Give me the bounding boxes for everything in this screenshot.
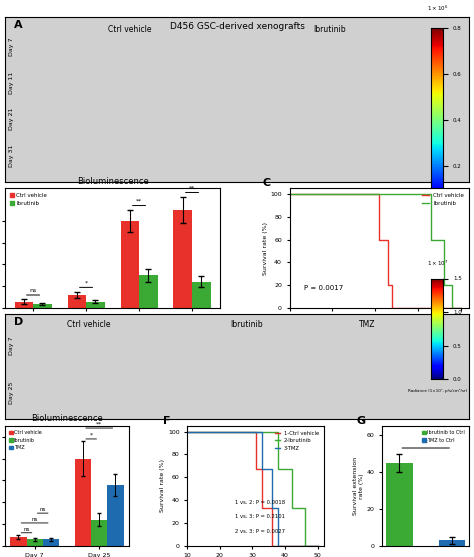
Bar (10, 537, 27, 546)
Line: Ibrutinib: Ibrutinib (290, 194, 461, 308)
Text: ns: ns (39, 507, 46, 512)
Bar (75, 458, 91, 546)
Text: Day 31: Day 31 (9, 144, 14, 167)
Bar (139, 275, 157, 308)
X-axis label: Days after tumor implantation: Days after tumor implantation (331, 324, 427, 329)
Bar (27, 539, 43, 546)
Text: G: G (356, 416, 365, 426)
Text: *: * (90, 433, 93, 438)
Text: Day 7: Day 7 (9, 337, 14, 355)
Ctrl vehicle (385, 282, 391, 289)
Bar (33, 304, 52, 308)
Text: Day 21: Day 21 (9, 108, 14, 130)
Bar (15, 301, 33, 308)
Ctrl vehicle (287, 190, 292, 197)
Ctrl vehicle (376, 190, 382, 197)
Bar (43, 539, 59, 546)
Text: TMZ: TMZ (359, 320, 375, 329)
Text: D456 GSC-derived xenografts: D456 GSC-derived xenografts (170, 22, 304, 31)
Text: Ctrl vehicle: Ctrl vehicle (67, 320, 110, 329)
Bar (67, 295, 86, 308)
Text: ns: ns (23, 527, 30, 532)
Text: Ibrutinib: Ibrutinib (314, 25, 346, 34)
Bar (120, 221, 139, 308)
Y-axis label: Survival rate (%): Survival rate (%) (160, 460, 165, 512)
Text: C: C (263, 178, 271, 188)
Legend: Ibrutinib to Ctrl, TMZ to Ctrl: Ibrutinib to Ctrl, TMZ to Ctrl (420, 428, 467, 444)
Ctrl vehicle (385, 236, 391, 243)
Text: ns: ns (29, 289, 36, 294)
X-axis label: Days after tumor implantation: Days after tumor implantation (64, 324, 160, 329)
Bar (439, 540, 465, 546)
Text: ns: ns (31, 517, 38, 522)
Ibrutinib (458, 305, 464, 311)
Text: Bioluminescence: Bioluminescence (31, 414, 103, 423)
Ctrl vehicle (458, 305, 464, 311)
Ctrl vehicle (390, 282, 395, 289)
Text: Ctrl vehicle: Ctrl vehicle (109, 25, 152, 34)
Text: $1\times10^6$: $1\times10^6$ (427, 4, 448, 13)
Legend: Ctrl vehicle, Ibrutinib, TMZ: Ctrl vehicle, Ibrutinib, TMZ (7, 428, 44, 452)
Ibrutinib (449, 282, 455, 289)
Text: 2 vs. 3: P = 0.0027: 2 vs. 3: P = 0.0027 (235, 529, 285, 534)
Ctrl vehicle (390, 305, 395, 311)
Text: Day 25: Day 25 (9, 382, 14, 404)
Ibrutinib (449, 305, 455, 311)
Text: Radiance (p/s/cm²/sr): Radiance (p/s/cm²/sr) (411, 223, 464, 228)
Ibrutinib (441, 282, 447, 289)
Ibrutinib (441, 236, 447, 243)
Bar (86, 301, 105, 308)
Ibrutinib (428, 190, 434, 197)
Bar (192, 282, 210, 308)
Bar (386, 463, 412, 546)
Text: F: F (163, 416, 170, 426)
Line: Ctrl vehicle: Ctrl vehicle (290, 194, 461, 308)
Text: Bioluminescence: Bioluminescence (77, 177, 148, 185)
Legend: Ctrl vehicle, Ibrutinib: Ctrl vehicle, Ibrutinib (8, 191, 49, 208)
Text: **: ** (136, 199, 142, 204)
Text: A: A (14, 20, 23, 30)
Ibrutinib (287, 190, 292, 197)
Text: Day 7: Day 7 (9, 37, 14, 56)
Legend: Ctrl vehicle, Ibrutinib: Ctrl vehicle, Ibrutinib (420, 191, 466, 208)
Text: D: D (14, 316, 23, 326)
Bar (173, 210, 192, 308)
Legend: 1-Ctrl vehicle, 2-Ibrutinib, 3-TMZ: 1-Ctrl vehicle, 2-Ibrutinib, 3-TMZ (273, 428, 321, 453)
Text: 1 vs. 2: P = 0.0018: 1 vs. 2: P = 0.0018 (235, 500, 285, 505)
Text: 1 vs. 3: P = 0.2101: 1 vs. 3: P = 0.2101 (235, 514, 285, 519)
Text: **: ** (422, 440, 429, 446)
Y-axis label: Survival rate (%): Survival rate (%) (263, 222, 267, 275)
Text: Day 11: Day 11 (9, 72, 14, 94)
Text: Ibrutinib: Ibrutinib (230, 320, 263, 329)
Ibrutinib (428, 236, 434, 243)
Y-axis label: Survival extension
rate (%): Survival extension rate (%) (353, 457, 364, 515)
Text: $1\times10^7$: $1\times10^7$ (427, 259, 448, 268)
Bar (91, 520, 107, 546)
Text: **: ** (189, 186, 195, 191)
Bar (107, 485, 124, 546)
Text: Radiance (1×10⁷, p/s/cm²/sr): Radiance (1×10⁷, p/s/cm²/sr) (408, 389, 467, 393)
Text: *: * (84, 281, 88, 286)
Text: P = 0.0017: P = 0.0017 (304, 285, 343, 291)
Text: **: ** (96, 422, 102, 427)
Ctrl vehicle (376, 236, 382, 243)
